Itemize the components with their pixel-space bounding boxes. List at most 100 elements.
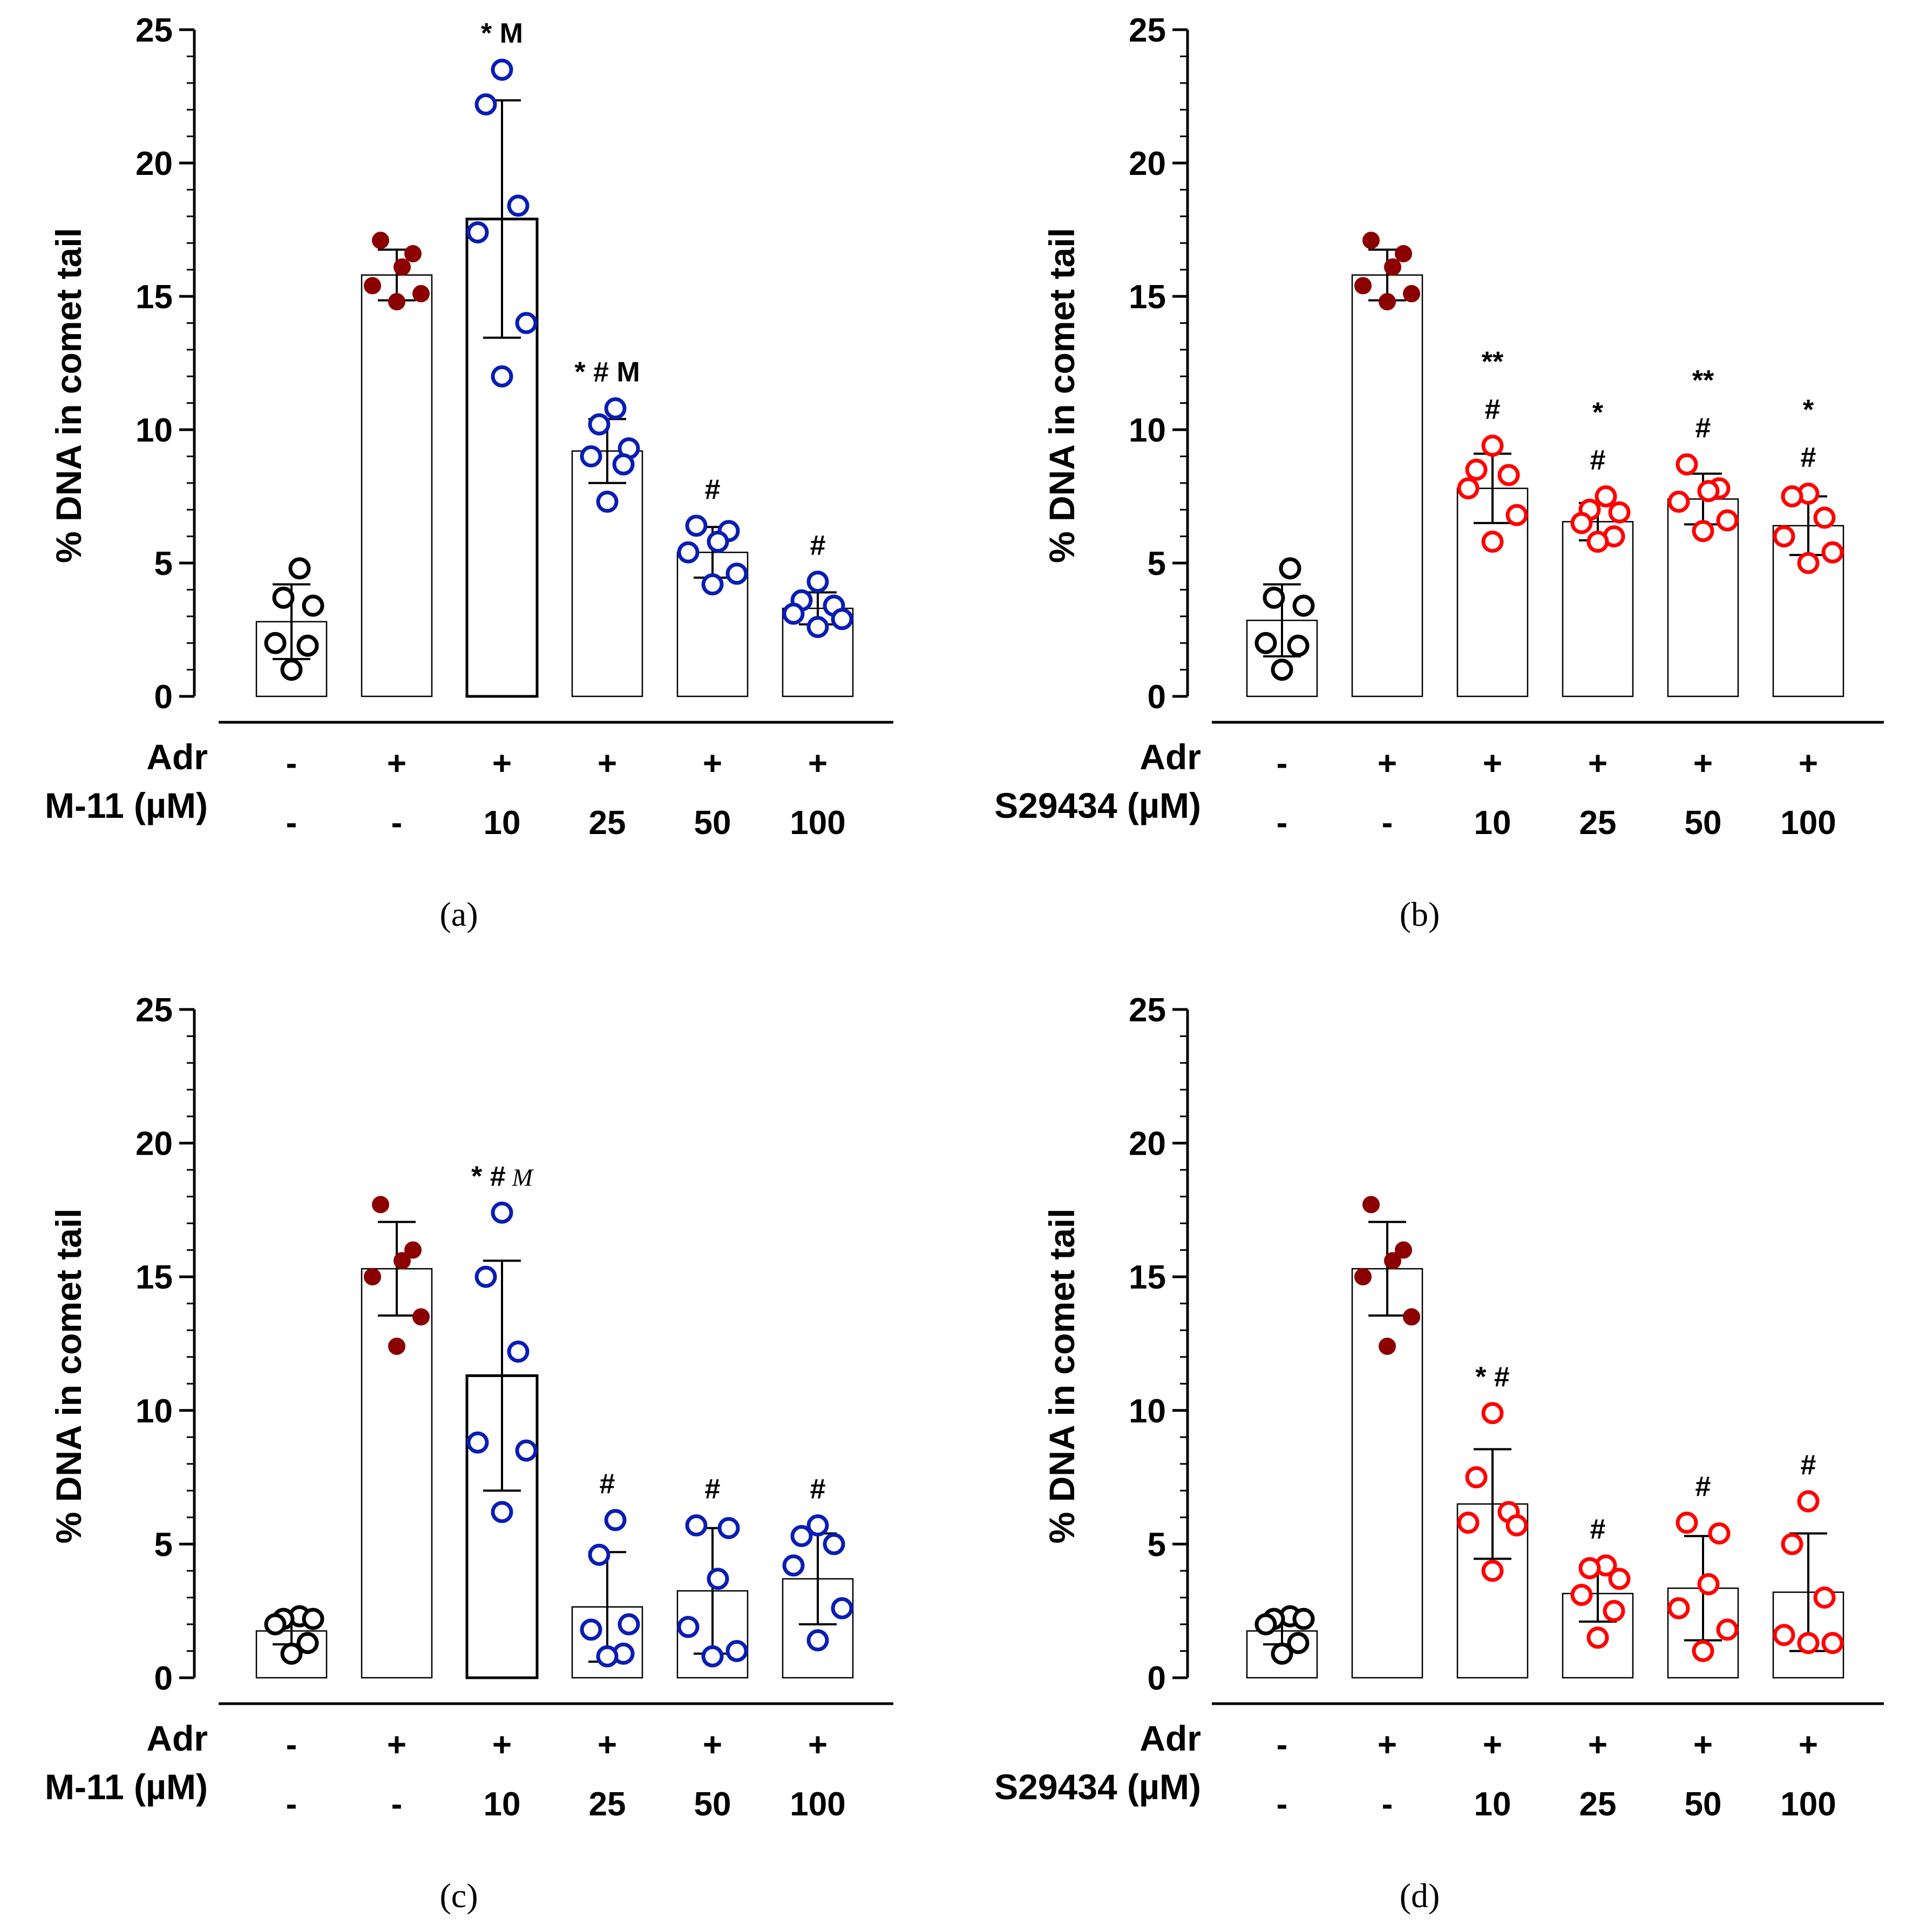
dose-label: - xyxy=(1382,804,1393,842)
data-point xyxy=(466,221,489,243)
significance-annotation: # xyxy=(705,474,721,505)
dose-label: 25 xyxy=(589,1786,626,1823)
data-point xyxy=(588,1543,611,1566)
data-point xyxy=(1379,1337,1396,1355)
data-point xyxy=(388,293,405,310)
data-point xyxy=(1254,632,1277,654)
y-tick-label: 10 xyxy=(1129,412,1166,449)
data-point xyxy=(1354,277,1372,295)
data-point xyxy=(1676,1511,1698,1534)
data-point xyxy=(491,1501,513,1523)
panel-d: 0 5 10 15 20 25 % DNA in comet tail * # # # # Adr S2… xyxy=(994,992,1884,1915)
dose-label: - xyxy=(286,804,297,842)
data-point xyxy=(1263,586,1285,609)
data-point xyxy=(1608,501,1631,524)
significance-annotation: # xyxy=(1590,1514,1606,1545)
y-tick-label: 25 xyxy=(135,12,173,49)
adr-sign: + xyxy=(1483,745,1502,782)
data-point xyxy=(1395,245,1412,262)
y-axis-label: % DNA in comet tail xyxy=(49,228,89,563)
y-tick-label: 0 xyxy=(154,1660,173,1697)
dose-label: 10 xyxy=(1474,1786,1511,1823)
data-point xyxy=(1708,1522,1731,1545)
data-point xyxy=(806,571,829,593)
row-label-dose: M-11 (µM) xyxy=(45,785,208,825)
y-axis-label: % DNA in comet tail xyxy=(1042,228,1082,563)
y-tick-label: 20 xyxy=(135,145,173,182)
row-label-dose: S29434 (µM) xyxy=(994,1767,1201,1807)
data-point xyxy=(1797,1632,1820,1655)
y-tick-label: 25 xyxy=(135,992,173,1029)
data-point xyxy=(685,514,708,537)
panel-c: 0 5 10 15 20 25 % DNA in comet tail * # M # # # Adr M… xyxy=(45,992,893,1915)
adr-sign: - xyxy=(286,1726,297,1764)
dose-label: - xyxy=(391,1786,403,1823)
adr-sign: + xyxy=(808,1726,827,1764)
data-point xyxy=(1821,1632,1844,1655)
dose-label: 10 xyxy=(484,1786,521,1823)
data-point xyxy=(280,1642,303,1665)
adr-sign: + xyxy=(808,745,827,782)
significance-annotation: ** xyxy=(1482,347,1504,378)
data-point xyxy=(1292,1608,1315,1630)
adr-sign: + xyxy=(598,1726,617,1764)
data-point xyxy=(372,1196,389,1214)
adr-sign: + xyxy=(492,1726,512,1764)
dose-label: - xyxy=(1277,804,1288,842)
panel-label: (a) xyxy=(439,895,478,933)
data-point xyxy=(388,1337,405,1355)
significance-annotation: * M xyxy=(481,18,523,49)
data-point xyxy=(1586,530,1609,553)
adr-sign: + xyxy=(703,1726,722,1764)
dose-label: - xyxy=(1277,1786,1288,1823)
dose-label: 25 xyxy=(1579,1786,1617,1823)
data-point xyxy=(1254,1613,1277,1636)
data-point xyxy=(394,1252,411,1270)
data-point xyxy=(474,93,497,116)
data-point xyxy=(1481,435,1504,457)
data-point xyxy=(1457,1511,1480,1534)
significance-annotation: * # M xyxy=(471,1161,534,1192)
significance-annotation: # xyxy=(1801,1449,1816,1481)
significance-annotation: * # xyxy=(1475,1361,1510,1393)
data-point xyxy=(412,285,430,303)
dose-label: 50 xyxy=(1685,1786,1722,1823)
data-point xyxy=(296,1632,319,1655)
data-point xyxy=(1667,490,1690,513)
data-point xyxy=(1271,1642,1293,1665)
data-point xyxy=(491,1201,513,1224)
data-point xyxy=(1773,1624,1795,1646)
adr-sign: + xyxy=(1378,1726,1397,1764)
data-point xyxy=(1608,1568,1631,1590)
dose-label: - xyxy=(286,1786,297,1823)
data-point xyxy=(1403,1308,1420,1326)
adr-sign: + xyxy=(387,1726,406,1764)
panel-b: 0 5 10 15 20 25 % DNA in comet tail ** # * # ** # * # A… xyxy=(994,12,1884,933)
data-point xyxy=(806,616,829,639)
significance-annotation: * xyxy=(1592,397,1604,429)
data-point xyxy=(1716,509,1739,532)
data-point xyxy=(507,1340,530,1363)
adr-sign: + xyxy=(387,745,406,782)
row-label-adr: Adr xyxy=(146,737,208,777)
y-axis-label: % DNA in comet tail xyxy=(49,1209,89,1544)
data-point xyxy=(725,562,748,585)
data-point xyxy=(474,1265,497,1288)
data-point xyxy=(612,453,635,476)
data-point xyxy=(1481,1402,1504,1425)
data-point xyxy=(394,258,411,276)
data-point xyxy=(782,602,805,625)
data-point xyxy=(1797,552,1820,574)
y-tick-label: 5 xyxy=(1148,1526,1166,1563)
data-point xyxy=(701,573,724,596)
significance-annotation: # xyxy=(705,1474,721,1505)
data-point xyxy=(302,1608,324,1630)
dose-label: 10 xyxy=(484,804,521,842)
data-point xyxy=(1676,453,1698,476)
data-point xyxy=(1821,541,1844,564)
data-point xyxy=(302,594,324,617)
data-point xyxy=(1586,1626,1609,1649)
data-point xyxy=(296,634,319,657)
data-point xyxy=(264,1613,287,1636)
